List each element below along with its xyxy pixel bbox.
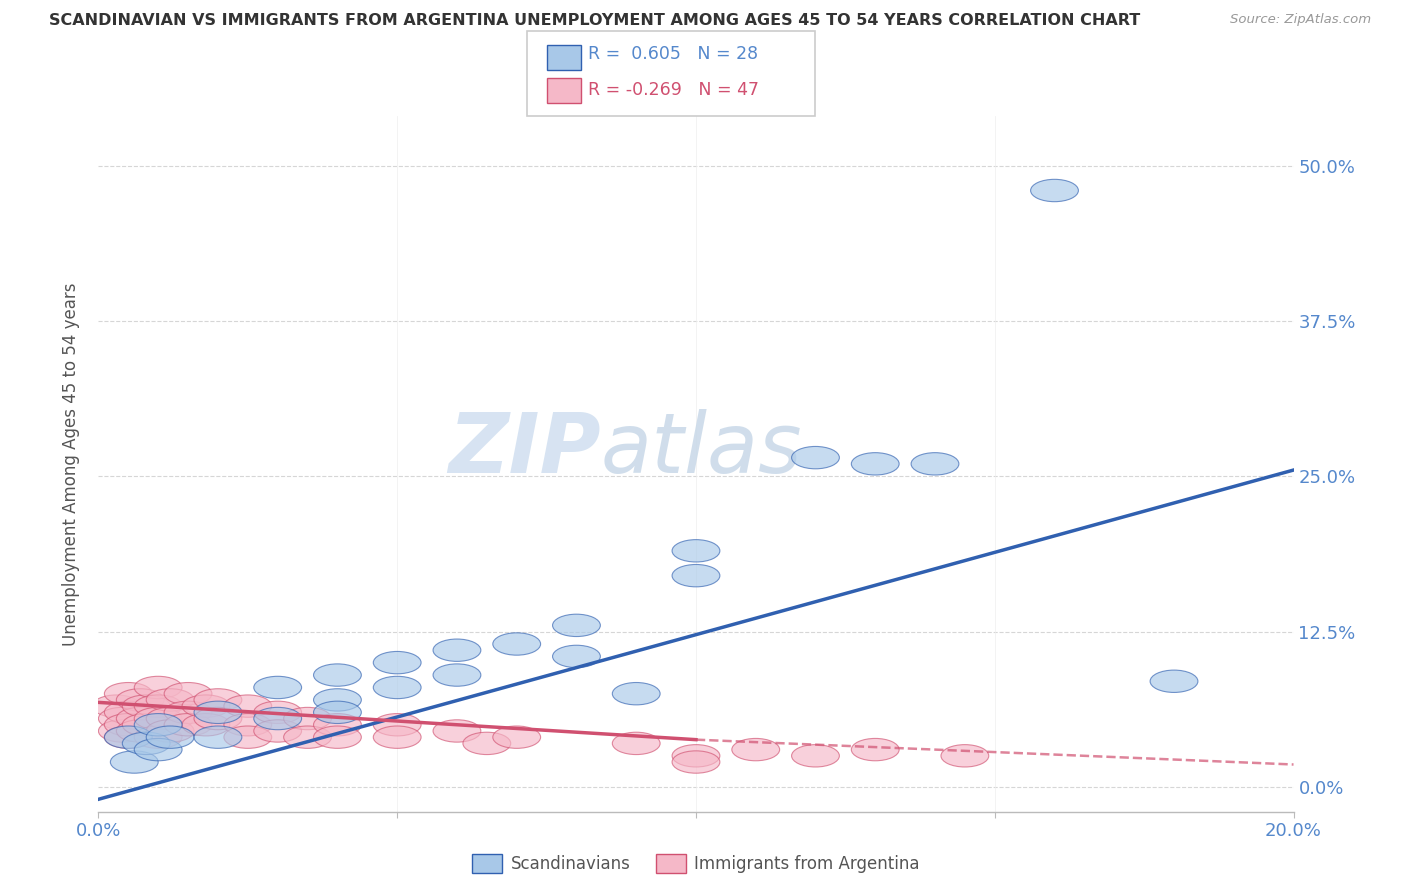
Ellipse shape bbox=[672, 751, 720, 773]
Ellipse shape bbox=[183, 695, 231, 717]
Ellipse shape bbox=[104, 726, 152, 748]
Ellipse shape bbox=[314, 701, 361, 723]
Ellipse shape bbox=[672, 745, 720, 767]
Ellipse shape bbox=[254, 676, 301, 698]
Ellipse shape bbox=[314, 689, 361, 711]
Ellipse shape bbox=[314, 664, 361, 686]
Ellipse shape bbox=[135, 739, 183, 761]
Ellipse shape bbox=[194, 726, 242, 748]
Ellipse shape bbox=[224, 726, 271, 748]
Ellipse shape bbox=[284, 707, 332, 730]
Ellipse shape bbox=[941, 745, 988, 767]
Ellipse shape bbox=[111, 751, 159, 773]
Ellipse shape bbox=[374, 651, 422, 673]
Ellipse shape bbox=[852, 452, 900, 475]
Ellipse shape bbox=[254, 720, 301, 742]
Text: SCANDINAVIAN VS IMMIGRANTS FROM ARGENTINA UNEMPLOYMENT AMONG AGES 45 TO 54 YEARS: SCANDINAVIAN VS IMMIGRANTS FROM ARGENTIN… bbox=[49, 13, 1140, 29]
Ellipse shape bbox=[852, 739, 900, 761]
Ellipse shape bbox=[117, 707, 165, 730]
Ellipse shape bbox=[224, 714, 271, 736]
Legend: Scandinavians, Immigrants from Argentina: Scandinavians, Immigrants from Argentina bbox=[465, 847, 927, 880]
Ellipse shape bbox=[117, 689, 165, 711]
Ellipse shape bbox=[374, 714, 422, 736]
Ellipse shape bbox=[613, 732, 661, 755]
Ellipse shape bbox=[135, 714, 183, 736]
Ellipse shape bbox=[122, 732, 170, 755]
Ellipse shape bbox=[254, 707, 301, 730]
Ellipse shape bbox=[494, 726, 541, 748]
Ellipse shape bbox=[314, 726, 361, 748]
Ellipse shape bbox=[254, 701, 301, 723]
Text: ZIP: ZIP bbox=[447, 409, 600, 491]
Ellipse shape bbox=[553, 615, 600, 637]
Ellipse shape bbox=[194, 689, 242, 711]
Ellipse shape bbox=[433, 720, 481, 742]
Ellipse shape bbox=[463, 732, 510, 755]
Ellipse shape bbox=[93, 695, 141, 717]
Ellipse shape bbox=[165, 682, 212, 705]
Ellipse shape bbox=[117, 720, 165, 742]
Ellipse shape bbox=[194, 701, 242, 723]
Ellipse shape bbox=[911, 452, 959, 475]
Ellipse shape bbox=[146, 726, 194, 748]
Y-axis label: Unemployment Among Ages 45 to 54 years: Unemployment Among Ages 45 to 54 years bbox=[62, 282, 80, 646]
Text: R =  0.605   N = 28: R = 0.605 N = 28 bbox=[588, 45, 758, 63]
Ellipse shape bbox=[672, 540, 720, 562]
Ellipse shape bbox=[135, 676, 183, 698]
Ellipse shape bbox=[104, 682, 152, 705]
Ellipse shape bbox=[613, 682, 661, 705]
Ellipse shape bbox=[792, 446, 839, 469]
Ellipse shape bbox=[135, 695, 183, 717]
Ellipse shape bbox=[1031, 179, 1078, 202]
Ellipse shape bbox=[183, 714, 231, 736]
Ellipse shape bbox=[104, 714, 152, 736]
Ellipse shape bbox=[165, 714, 212, 736]
Ellipse shape bbox=[98, 707, 146, 730]
Ellipse shape bbox=[731, 739, 780, 761]
Ellipse shape bbox=[104, 701, 152, 723]
Ellipse shape bbox=[135, 726, 183, 748]
Ellipse shape bbox=[433, 664, 481, 686]
Ellipse shape bbox=[165, 701, 212, 723]
Ellipse shape bbox=[104, 726, 152, 748]
Ellipse shape bbox=[284, 726, 332, 748]
Ellipse shape bbox=[672, 565, 720, 587]
Ellipse shape bbox=[224, 695, 271, 717]
Ellipse shape bbox=[146, 720, 194, 742]
Ellipse shape bbox=[146, 689, 194, 711]
Ellipse shape bbox=[1150, 670, 1198, 692]
Ellipse shape bbox=[135, 707, 183, 730]
Ellipse shape bbox=[122, 695, 170, 717]
Text: atlas: atlas bbox=[600, 409, 801, 491]
Ellipse shape bbox=[374, 676, 422, 698]
Ellipse shape bbox=[792, 745, 839, 767]
Ellipse shape bbox=[433, 639, 481, 661]
Ellipse shape bbox=[122, 714, 170, 736]
Text: R = -0.269   N = 47: R = -0.269 N = 47 bbox=[588, 81, 759, 99]
Text: Source: ZipAtlas.com: Source: ZipAtlas.com bbox=[1230, 13, 1371, 27]
Ellipse shape bbox=[494, 632, 541, 655]
Ellipse shape bbox=[98, 720, 146, 742]
Ellipse shape bbox=[194, 707, 242, 730]
Ellipse shape bbox=[314, 714, 361, 736]
Ellipse shape bbox=[146, 707, 194, 730]
Ellipse shape bbox=[553, 645, 600, 667]
Ellipse shape bbox=[374, 726, 422, 748]
